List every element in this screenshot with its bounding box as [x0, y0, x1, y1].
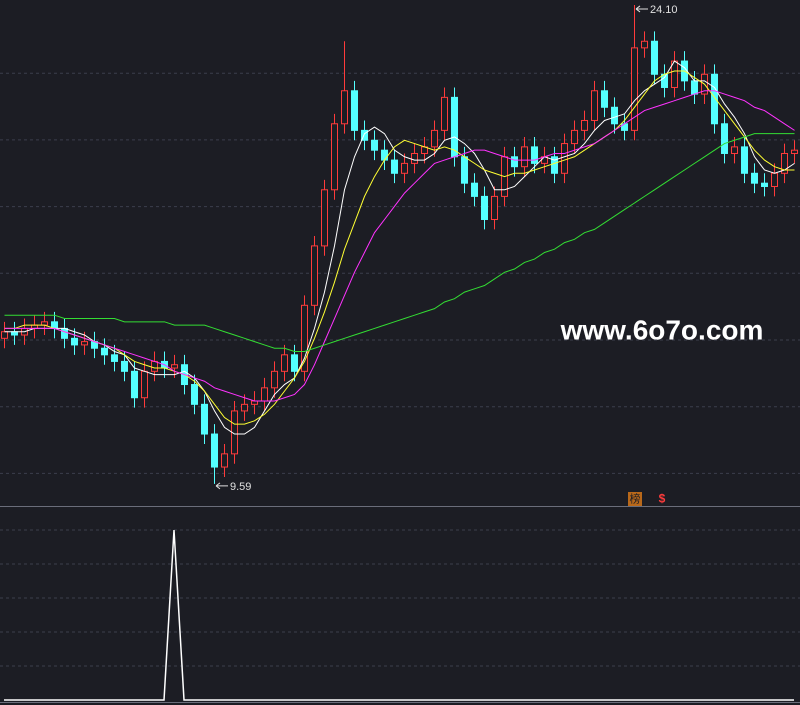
candle-body [611, 106, 618, 125]
candle-body [461, 156, 468, 184]
candle-body [511, 156, 518, 168]
candle-body [481, 195, 488, 220]
candle-body [561, 143, 568, 174]
candle-body [341, 90, 348, 125]
candle-body [131, 370, 138, 399]
candle-body [781, 152, 788, 174]
candle-body [361, 129, 368, 141]
candle-body [241, 403, 248, 412]
candle-body [191, 384, 198, 405]
candle-body [751, 172, 758, 184]
candle-body [451, 96, 458, 158]
candle-body [771, 172, 778, 187]
candle-body [791, 149, 798, 154]
candle-body [431, 129, 438, 148]
candle-body [111, 354, 118, 362]
candle-body [401, 162, 408, 174]
candle-body [211, 433, 218, 468]
candle-body [171, 364, 178, 369]
badge-box [628, 492, 642, 506]
candle-body [61, 327, 68, 339]
candle-body [531, 146, 538, 164]
candle-body [331, 123, 338, 191]
candle-body [281, 354, 288, 372]
candle-body [301, 304, 308, 372]
candle-body [71, 337, 78, 346]
candle-body [731, 146, 738, 154]
candle-body [221, 453, 228, 468]
candle-body [201, 403, 208, 435]
candle-body [291, 354, 298, 372]
signal: $ [659, 492, 666, 506]
candle-body [381, 149, 388, 161]
candle-body [691, 80, 698, 95]
candle-body [631, 47, 638, 131]
candle-body [371, 139, 378, 151]
candle-body [81, 341, 88, 346]
candle-body [351, 90, 358, 131]
indicator-line [4, 529, 794, 701]
candle-body [741, 146, 748, 174]
arrow [635, 5, 648, 13]
candle-body [151, 360, 158, 372]
low-label: 9.59 [230, 481, 251, 493]
candle-body [141, 370, 148, 399]
candle-body [521, 146, 528, 168]
candle-body [601, 90, 608, 108]
candle-body [551, 156, 558, 174]
badge: 榜 [630, 491, 641, 505]
candle-body [121, 360, 128, 372]
candle-body [711, 73, 718, 125]
candle-body [311, 245, 318, 306]
candle-body [321, 189, 328, 247]
candle-body [641, 40, 648, 49]
arrow [215, 482, 228, 490]
candle-body [571, 129, 578, 145]
candle-body [271, 370, 278, 389]
candle-body [651, 40, 658, 75]
candle-body [1, 331, 8, 339]
candle-body [761, 182, 768, 187]
watermark: www.6o7o.com [560, 314, 764, 345]
high-label: 24.10 [650, 4, 678, 16]
ma-line [4, 70, 795, 425]
ma-line [4, 60, 795, 435]
candle-body [411, 152, 418, 164]
candle-body [581, 119, 588, 131]
candle-body [101, 347, 108, 356]
ma-line [4, 133, 795, 353]
candle-body [471, 182, 478, 197]
candle-body [391, 159, 398, 174]
ma-line [4, 90, 795, 402]
candle-body [491, 195, 498, 220]
candle-body [261, 387, 268, 402]
candle-body [441, 96, 448, 131]
candle-body [721, 123, 728, 154]
candle-body [591, 90, 598, 121]
